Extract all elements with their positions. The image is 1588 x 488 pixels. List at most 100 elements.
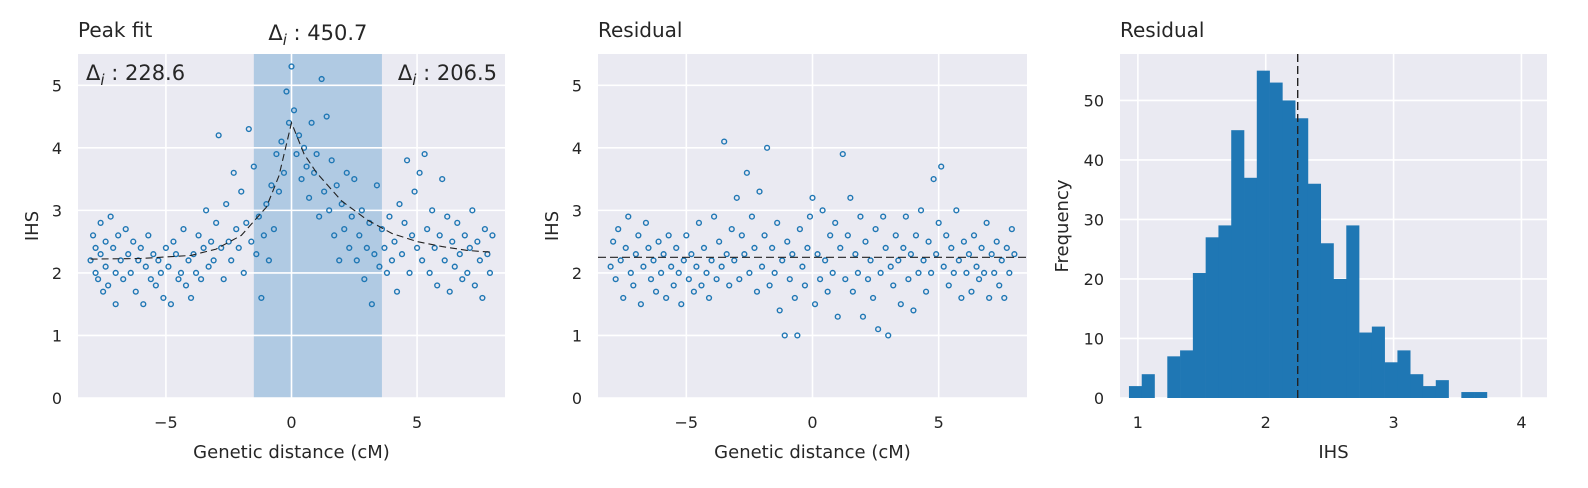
data-point: [668, 263, 675, 270]
data-point: [238, 188, 245, 195]
y-tick-label: 50: [1084, 91, 1104, 110]
data-point: [376, 263, 383, 270]
data-point: [240, 269, 247, 277]
data-point: [753, 288, 761, 295]
data-point: [439, 175, 446, 183]
data-point: [796, 226, 803, 233]
data-point: [110, 244, 117, 251]
data-point: [655, 238, 662, 245]
data-point: [950, 269, 957, 277]
data-point: [907, 251, 915, 258]
data-point: [298, 175, 305, 183]
data-point: [769, 244, 776, 251]
data-point: [756, 188, 763, 195]
histogram-bar: [1461, 392, 1475, 398]
data-point: [278, 138, 285, 145]
data-point: [996, 282, 1003, 289]
data-point: [652, 288, 660, 295]
data-point: [132, 288, 139, 295]
data-point: [205, 263, 212, 270]
y-tick-label: 1: [52, 326, 62, 345]
data-point: [336, 257, 343, 264]
data-point: [930, 175, 937, 183]
data-point: [685, 276, 692, 283]
data-point: [710, 213, 718, 220]
data-point: [451, 263, 458, 270]
data-point: [331, 232, 338, 239]
data-point: [213, 219, 220, 226]
x-axis-label: IHS: [1318, 442, 1348, 463]
data-point: [469, 207, 476, 214]
data-point: [763, 144, 771, 151]
data-point: [97, 219, 104, 226]
histogram-bars: [1128, 70, 1488, 398]
histogram-bar: [1244, 177, 1258, 398]
data-point: [953, 207, 960, 214]
data-point: [243, 219, 250, 226]
data-point: [393, 288, 401, 295]
data-point: [928, 269, 935, 277]
data-point: [303, 163, 310, 170]
data-point: [253, 251, 260, 258]
data-point: [197, 276, 205, 283]
histogram-bar: [1231, 130, 1245, 398]
data-point: [426, 269, 433, 277]
data-point: [854, 269, 862, 277]
data-point: [175, 276, 182, 283]
data-point: [902, 213, 909, 220]
data-point: [182, 282, 190, 289]
data-point: [155, 257, 162, 264]
data-point: [875, 326, 882, 333]
data-point: [705, 294, 713, 302]
data-point: [356, 232, 363, 239]
data-point: [837, 244, 844, 251]
data-point: [642, 219, 650, 226]
histogram-bar: [1397, 350, 1411, 398]
data-point: [963, 269, 970, 277]
data-point: [657, 269, 665, 277]
data-point: [824, 288, 831, 295]
data-point: [726, 282, 733, 289]
data-point: [268, 182, 275, 189]
data-point: [102, 263, 109, 270]
data-point: [635, 232, 642, 239]
data-point: [829, 269, 836, 277]
data-point: [862, 238, 869, 245]
data-point: [411, 188, 418, 195]
data-point: [637, 301, 645, 308]
data-point: [218, 244, 225, 251]
panel-1: −5 0 5 0 1 2 3 4 5 Genetic distance (cM) IHS Peak f…: [22, 18, 505, 463]
scatter-points: [607, 138, 1018, 339]
data-point: [403, 157, 411, 164]
data-point: [486, 269, 494, 277]
data-point: [459, 276, 466, 283]
data-point: [915, 269, 922, 277]
data-point: [877, 269, 884, 277]
data-point: [965, 251, 973, 258]
y-tick-label: 0: [1094, 389, 1104, 408]
data-point: [89, 232, 97, 239]
data-point: [180, 226, 187, 233]
data-point: [774, 219, 781, 226]
data-point: [935, 219, 942, 226]
data-point: [617, 257, 624, 264]
data-point: [233, 226, 240, 233]
data-point: [228, 257, 235, 264]
data-point: [758, 263, 766, 270]
data-point: [819, 207, 826, 214]
data-point: [413, 244, 421, 251]
data-point: [245, 125, 252, 133]
x-tick-label: 0: [286, 413, 296, 432]
data-point: [864, 276, 872, 283]
histogram-bar: [1359, 332, 1373, 398]
data-point: [723, 251, 730, 258]
data-point: [703, 269, 710, 277]
data-point: [208, 238, 215, 245]
panel-title: Residual: [1120, 18, 1204, 42]
histogram-bar: [1269, 82, 1283, 398]
data-point: [220, 276, 227, 283]
data-point: [728, 226, 735, 233]
data-point: [789, 251, 796, 258]
data-point: [943, 232, 950, 239]
y-tick-label: 40: [1084, 151, 1104, 170]
